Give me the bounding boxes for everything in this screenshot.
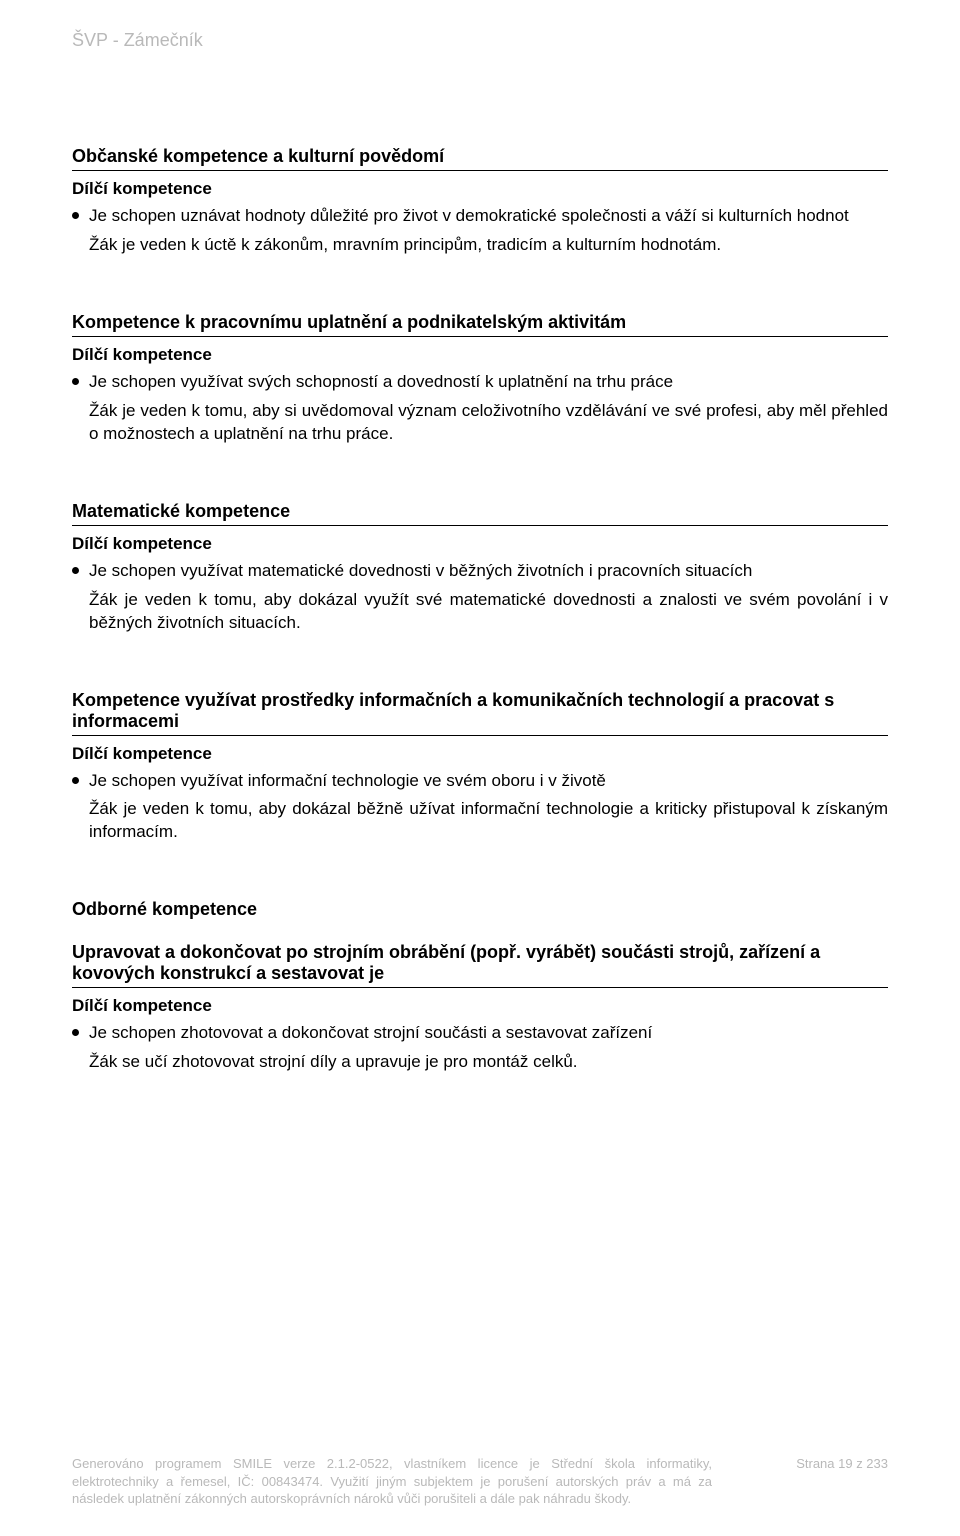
- section-title: Upravovat a dokončovat po strojním obráb…: [72, 942, 888, 984]
- footer-page-number: Strana 19 z 233: [776, 1455, 888, 1473]
- sub-label: Dílčí kompetence: [72, 345, 888, 365]
- paragraph: Žák je veden k tomu, aby dokázal běžně u…: [89, 798, 888, 844]
- list-item: Je schopen využívat matematické dovednos…: [72, 560, 888, 583]
- bullet-icon: [72, 567, 79, 574]
- divider: [72, 170, 888, 171]
- competence-block: Kompetence k pracovnímu uplatnění a podn…: [72, 312, 888, 446]
- bullet-icon: [72, 777, 79, 784]
- section-title: Kompetence k pracovnímu uplatnění a podn…: [72, 312, 888, 333]
- bullet-text: Je schopen využívat svých schopností a d…: [89, 371, 673, 394]
- paragraph: Žák je veden k tomu, aby dokázal využít …: [89, 589, 888, 635]
- bullet-text: Je schopen zhotovovat a dokončovat stroj…: [89, 1022, 652, 1045]
- pre-title: Odborné kompetence: [72, 899, 888, 920]
- header-title: ŠVP - Zámečník: [72, 30, 888, 51]
- competence-block: Odborné kompetence Upravovat a dokončova…: [72, 899, 888, 1074]
- sub-label: Dílčí kompetence: [72, 534, 888, 554]
- paragraph: Žák je veden k tomu, aby si uvědomoval v…: [89, 400, 888, 446]
- sub-label: Dílčí kompetence: [72, 996, 888, 1016]
- section-title: Kompetence využívat prostředky informačn…: [72, 690, 888, 732]
- divider: [72, 336, 888, 337]
- footer: Generováno programem SMILE verze 2.1.2-0…: [72, 1455, 888, 1508]
- list-item: Je schopen využívat informační technolog…: [72, 770, 888, 793]
- competence-block: Občanské kompetence a kulturní povědomí …: [72, 146, 888, 257]
- bullet-icon: [72, 212, 79, 219]
- list-item: Je schopen uznávat hodnoty důležité pro …: [72, 205, 888, 228]
- divider: [72, 735, 888, 736]
- paragraph: Žák se učí zhotovovat strojní díly a upr…: [89, 1051, 888, 1074]
- footer-left: Generováno programem SMILE verze 2.1.2-0…: [72, 1455, 712, 1508]
- bullet-icon: [72, 378, 79, 385]
- paragraph: Žák je veden k úctě k zákonům, mravním p…: [89, 234, 888, 257]
- competence-block: Kompetence využívat prostředky informačn…: [72, 690, 888, 845]
- page: ŠVP - Zámečník Občanské kompetence a kul…: [0, 0, 960, 1536]
- bullet-text: Je schopen využívat informační technolog…: [89, 770, 606, 793]
- sub-label: Dílčí kompetence: [72, 744, 888, 764]
- divider: [72, 987, 888, 988]
- section-title: Matematické kompetence: [72, 501, 888, 522]
- competence-block: Matematické kompetence Dílčí kompetence …: [72, 501, 888, 635]
- sub-label: Dílčí kompetence: [72, 179, 888, 199]
- section-title: Občanské kompetence a kulturní povědomí: [72, 146, 888, 167]
- bullet-text: Je schopen uznávat hodnoty důležité pro …: [89, 205, 849, 228]
- list-item: Je schopen zhotovovat a dokončovat stroj…: [72, 1022, 888, 1045]
- bullet-text: Je schopen využívat matematické dovednos…: [89, 560, 752, 583]
- divider: [72, 525, 888, 526]
- list-item: Je schopen využívat svých schopností a d…: [72, 371, 888, 394]
- bullet-icon: [72, 1029, 79, 1036]
